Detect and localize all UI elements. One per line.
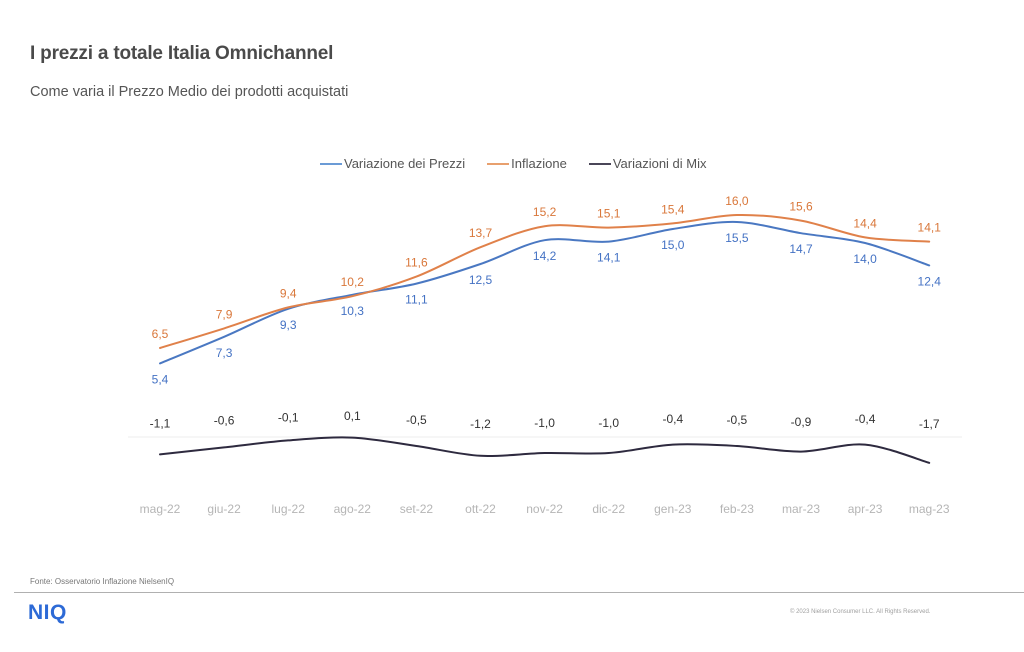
- data-label-prezzi: 12,5: [469, 273, 493, 287]
- footer-divider: [14, 592, 1024, 593]
- x-tick-label: lug-22: [272, 502, 306, 516]
- data-label-mix: -0,1: [278, 410, 299, 424]
- x-tick-label: apr-23: [848, 502, 883, 516]
- data-label-inflazione: 13,7: [469, 226, 493, 240]
- data-label-mix: -0,9: [791, 415, 812, 429]
- data-label-inflazione: 7,9: [216, 307, 233, 321]
- data-label-mix: -1,7: [919, 417, 940, 431]
- niq-logo: NIQ: [28, 601, 67, 624]
- x-tick-label: mag-23: [909, 502, 950, 516]
- data-label-prezzi: 15,0: [661, 238, 685, 252]
- x-tick-label: ott-22: [465, 502, 496, 516]
- data-label-inflazione: 9,4: [280, 286, 297, 300]
- legend-label-inflazione: Inflazione: [511, 156, 567, 171]
- data-label-inflazione: 16,0: [725, 194, 749, 208]
- data-label-mix: -1,1: [150, 416, 171, 430]
- legend-swatch-prezzi: [320, 162, 342, 165]
- data-label-inflazione: 15,1: [597, 207, 621, 221]
- legend-item-mix: Variazioni di Mix: [588, 156, 707, 171]
- data-label-prezzi: 12,4: [918, 274, 942, 288]
- x-tick-label: ago-22: [334, 502, 372, 516]
- data-label-mix: -0,5: [406, 413, 427, 427]
- chart-legend: Variazione dei Prezzi Inflazione Variazi…: [320, 156, 707, 171]
- x-tick-label: gen-23: [654, 502, 692, 516]
- data-label-mix: -1,0: [534, 416, 555, 430]
- x-tick-label: set-22: [400, 502, 434, 516]
- data-label-inflazione: 11,6: [405, 256, 428, 270]
- data-label-inflazione: 15,4: [661, 202, 685, 216]
- data-label-prezzi: 7,3: [216, 346, 233, 360]
- data-label-prezzi: 15,5: [725, 231, 749, 245]
- series-line-mix: [159, 436, 931, 464]
- x-tick-label: mar-23: [782, 502, 820, 516]
- legend-label-prezzi: Variazione dei Prezzi: [344, 156, 466, 171]
- legend-swatch-inflazione: [487, 162, 510, 165]
- data-label-inflazione: 6,5: [152, 327, 169, 341]
- data-label-prezzi: 14,2: [533, 249, 557, 263]
- legend-label-mix: Variazioni di Mix: [612, 156, 707, 171]
- data-label-mix: -0,6: [214, 413, 235, 427]
- data-label-prezzi: 10,3: [341, 304, 365, 318]
- x-tick-label: nov-22: [526, 502, 563, 516]
- x-tick-label: mag-22: [140, 502, 181, 516]
- data-label-inflazione: 15,2: [533, 205, 557, 219]
- page-subtitle: Come varia il Prezzo Medio dei prodotti …: [30, 84, 349, 100]
- x-tick-label: dic-22: [592, 502, 625, 516]
- x-tick-label: giu-22: [207, 502, 241, 516]
- data-label-prezzi: 11,1: [405, 293, 428, 307]
- data-label-mix: -0,4: [855, 412, 876, 426]
- data-label-inflazione: 14,1: [918, 221, 942, 235]
- data-label-inflazione: 14,4: [853, 216, 877, 230]
- data-label-mix: 0,1: [344, 409, 361, 423]
- data-label-inflazione: 15,6: [789, 200, 813, 214]
- legend-swatch-mix: [588, 162, 611, 165]
- data-label-prezzi: 14,1: [597, 251, 621, 265]
- copyright-text: © 2023 Nielsen Consumer LLC. All Rights …: [790, 609, 931, 615]
- source-note: Fonte: Osservatorio Inflazione NielsenIQ: [30, 577, 175, 586]
- legend-item-prezzi: Variazione dei Prezzi: [320, 156, 465, 171]
- data-label-prezzi: 14,7: [789, 242, 813, 256]
- series-line-inflazione: [159, 213, 931, 349]
- data-label-mix: -1,2: [470, 417, 491, 431]
- data-label-mix: -0,4: [662, 412, 683, 426]
- data-label-inflazione: 10,2: [341, 275, 365, 289]
- data-label-prezzi: 9,3: [280, 318, 297, 332]
- data-label-mix: -0,5: [727, 413, 748, 427]
- data-label-mix: -1,0: [598, 416, 619, 430]
- page-title: I prezzi a totale Italia Omnichannel: [30, 43, 334, 64]
- data-label-prezzi: 14,0: [853, 252, 877, 266]
- data-label-prezzi: 5,4: [152, 372, 169, 386]
- legend-item-inflazione: Inflazione: [487, 156, 567, 171]
- series-line-prezzi: [159, 220, 931, 365]
- x-tick-label: feb-23: [720, 502, 754, 516]
